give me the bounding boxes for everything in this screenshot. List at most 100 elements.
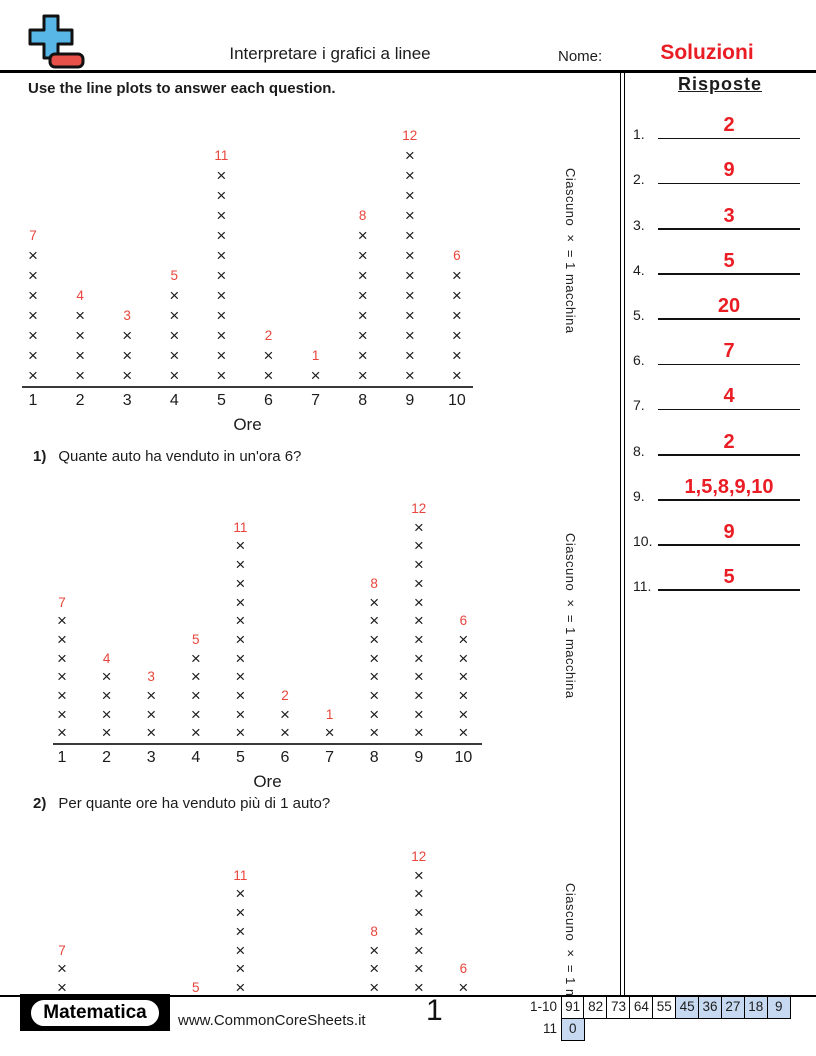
x-mark: × (146, 704, 157, 724)
x-mark: × (369, 648, 380, 668)
answer-value: 5 (723, 249, 735, 272)
x-mark: × (404, 266, 415, 285)
x-mark: × (57, 667, 67, 687)
x-mark: × (169, 326, 180, 345)
answer-number: 1. (633, 126, 645, 143)
plus-minus-logo-icon (28, 14, 85, 69)
x-mark: × (216, 326, 227, 345)
x-axis-label: Ore (233, 415, 262, 434)
answer-line (658, 544, 800, 546)
line-plot-1: Ore × × × × × × × 7 1 × × × × 4 2 × × × 3 3 × × × × × 5 4 × × × × × × × × ×… (20, 128, 560, 434)
x-mark: × (190, 685, 201, 705)
score-cell: 18 (743, 996, 769, 1019)
answer-row: 11. 5 (630, 552, 808, 597)
x-mark: × (169, 286, 180, 305)
x-mark: × (57, 704, 67, 724)
score-row: 11 0 (512, 1017, 791, 1041)
x-mark: × (404, 146, 415, 165)
tick-label: 2 (75, 392, 85, 409)
count-label: 11 (233, 519, 248, 535)
x-mark: × (235, 667, 246, 687)
plot-column: × × × × 4 (60, 286, 100, 386)
answer-value: 20 (717, 294, 741, 317)
name-value-solutions: Soluzioni (660, 41, 754, 64)
x-mark: × (235, 704, 246, 724)
x-mark: × (235, 921, 246, 941)
answer-value: 9 (723, 159, 735, 182)
tick-label: 10 (447, 392, 466, 409)
answer-row: 10. 9 (630, 507, 808, 552)
x-mark: × (169, 346, 180, 365)
page-title: Interpretare i grafici a linee (229, 44, 431, 63)
tick-label: 6 (264, 392, 273, 409)
answer-row: 9. 1,5,8,9,10 (630, 462, 808, 507)
x-mark: × (75, 326, 86, 345)
plot-column: ××××××××8 (343, 206, 383, 386)
tick-label: 8 (358, 392, 368, 409)
x-mark: × (28, 366, 38, 385)
x-mark: × (357, 306, 368, 325)
x-mark: × (235, 536, 246, 556)
website-url: www.CommonCoreSheets.it (178, 1012, 366, 1029)
x-mark: × (122, 326, 133, 345)
x-mark: × (216, 206, 227, 225)
tick-label: 4 (191, 749, 201, 766)
tick-label: 3 (122, 392, 132, 409)
x-axis-line (53, 743, 482, 745)
score-row-label: 1-10 (529, 999, 557, 1014)
x-mark: × (235, 592, 246, 612)
count-label: 8 (370, 575, 378, 591)
x-mark: × (216, 266, 227, 285)
count-label: 11 (214, 148, 229, 163)
x-mark: × (451, 326, 462, 345)
plot-column: ×××××××7 (13, 226, 53, 386)
plot-column: ×××××××××××11 (220, 519, 260, 743)
x-mark: × (57, 723, 67, 743)
x-mark: × (280, 704, 290, 724)
x-mark: × (451, 266, 462, 285)
x-mark: × (190, 648, 201, 668)
x-mark: × (413, 667, 424, 687)
score-cell: 36 (697, 996, 723, 1019)
x-mark: × (413, 592, 424, 612)
answer-number: 7. (633, 397, 645, 414)
plot-column: ×××××××××××11 (201, 146, 241, 386)
question-number: 2) (33, 795, 47, 812)
plot-column: × × 2 (249, 326, 289, 386)
count-label: 4 (102, 650, 111, 666)
x-mark: × (28, 246, 38, 265)
score-cell: 73 (606, 996, 631, 1019)
header-rule (0, 70, 816, 73)
x-axis-label: Ore (253, 772, 282, 791)
tick-label: 7 (311, 392, 321, 409)
count-label: 8 (358, 208, 367, 223)
x-mark: × (190, 704, 201, 724)
x-mark: × (216, 246, 227, 265)
x-mark: × (357, 246, 368, 265)
x-mark: × (235, 903, 246, 923)
plot-column: × × × 3 (131, 668, 171, 743)
x-mark: × (404, 306, 415, 325)
answer-value: 5 (723, 566, 735, 589)
x-mark: × (216, 346, 227, 365)
x-mark: × (369, 611, 380, 631)
x-mark: × (357, 286, 368, 305)
count-label: 1 (325, 706, 334, 722)
x-mark: × (458, 667, 469, 687)
x-mark: × (413, 685, 424, 705)
answer-number: 8. (633, 442, 645, 459)
plot-column: ×××××5 (176, 979, 216, 995)
x-mark: × (57, 977, 67, 995)
x-mark: × (75, 366, 86, 385)
count-label: 12 (411, 501, 427, 517)
x-mark: × (57, 959, 67, 979)
answer-line (658, 499, 800, 501)
plot-column: ××××××××8 (354, 575, 394, 743)
x-mark: × (357, 266, 368, 285)
answer-value: 4 (723, 385, 735, 408)
tick-label: 8 (369, 749, 379, 766)
score-cell: 0 (560, 1017, 585, 1041)
answer-line (658, 182, 800, 185)
x-mark: × (413, 704, 424, 724)
